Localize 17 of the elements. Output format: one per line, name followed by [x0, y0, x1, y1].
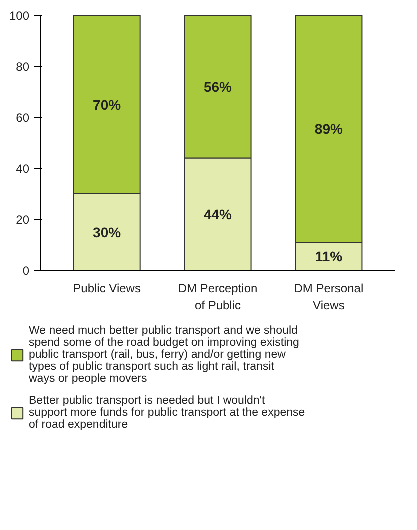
x-tick-label: Public Views	[73, 282, 141, 296]
legend-label: Better public transport is needed but I wouldn't support more funds for public transport at the expense of road expenditure	[29, 395, 306, 431]
y-tick-label: 0	[22, 264, 30, 278]
data-label: 89%	[314, 120, 344, 137]
legend-label: We need much better public transport and we should spend some of the road budget on improving existing public transport (rail, bus, ferry) and/or getting new types of public transport such as light rail, transit ways or people movers	[29, 325, 300, 385]
y-tick-label: 20	[16, 213, 30, 227]
y-tick-label: 60	[16, 111, 30, 125]
x-tick-label: DM Personal Views	[294, 282, 364, 312]
y-tick-label: 80	[16, 60, 30, 74]
data-label: 44%	[204, 206, 233, 222]
y-tick-label: 40	[16, 162, 30, 176]
x-tick-label: DM Perception of Public	[178, 282, 258, 312]
data-label: 70%	[93, 96, 122, 113]
data-label: 11%	[315, 248, 344, 264]
data-label: 56%	[204, 78, 233, 95]
data-label: 30%	[93, 224, 122, 240]
y-tick-label: 100	[9, 9, 30, 23]
